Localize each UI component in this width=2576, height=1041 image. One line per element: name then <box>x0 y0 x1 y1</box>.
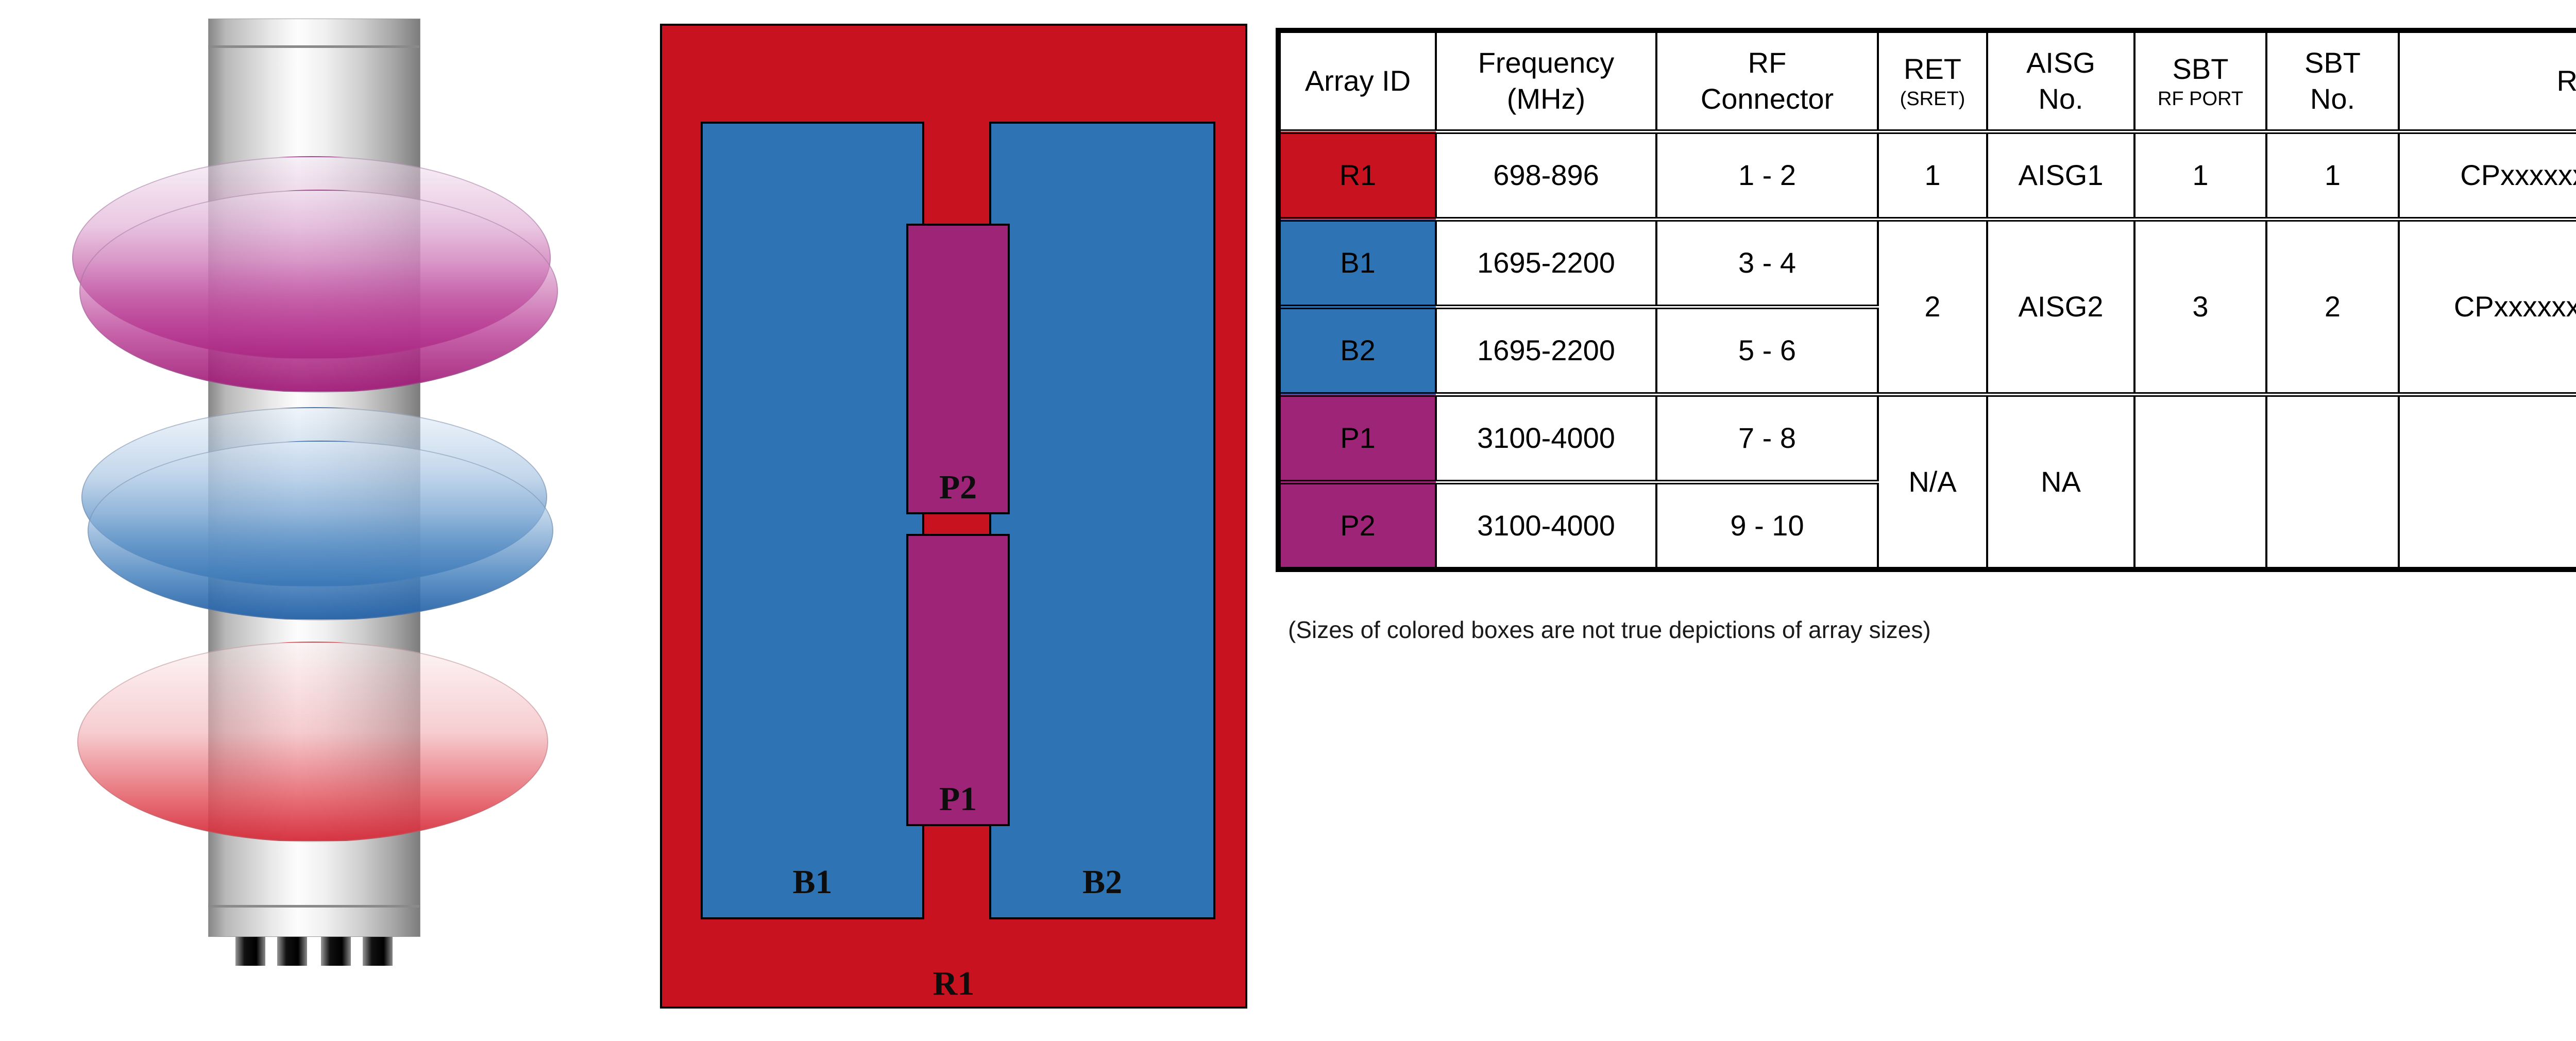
antenna-illustration <box>72 15 558 974</box>
header-ret-uid: RET UID <box>2398 28 2576 134</box>
cell-p-ret: N/A <box>1877 392 1988 572</box>
header-ret-sret: RET (SRET) <box>1877 28 1988 134</box>
array-box-b2-label: B2 <box>1082 863 1123 901</box>
array-box-b2: B2 <box>989 122 1216 919</box>
cell-p-aisg: NA <box>1986 392 2136 572</box>
cell-r1-ret: 1 <box>1877 129 1988 222</box>
cell-b-aisg: AISG2 <box>1986 216 2136 397</box>
cell-p2-frequency: 3100-4000 <box>1435 479 1657 572</box>
cell-r1-aisg: AISG1 <box>1986 129 2136 222</box>
array-layout-diagram: B1 B2 P2 P1 R1 <box>660 24 1247 1009</box>
cell-r1-frequency: 698-896 <box>1435 129 1657 222</box>
caption-note: (Sizes of colored boxes are not true dep… <box>1288 616 1931 643</box>
middle-beam-lower-ellipse <box>88 441 553 620</box>
table-row-p1: P1 3100-4000 7 - 8 N/A NA N/A <box>1277 392 2576 572</box>
array-box-b1-label: B1 <box>792 863 833 901</box>
cell-p2-rf-connector: 9 - 10 <box>1655 479 1879 572</box>
table-row-r1: R1 698-896 1 - 2 1 AISG1 1 1 CPxxxxxxxxx… <box>1277 129 2576 222</box>
table-row-b1: B1 1695-2200 3 - 4 2 AISG2 3 2 CPxxxxxxx… <box>1277 216 2576 397</box>
antenna-connector-foot <box>363 937 393 966</box>
array-box-r1-label: R1 <box>933 965 975 1002</box>
table-row-b2: B2 1695-2200 5 - 6 <box>1277 304 2576 397</box>
header-sbt-no: SBT No. <box>2265 28 2400 134</box>
array-box-p1-label: P1 <box>939 780 977 818</box>
top-beam-lower-ellipse <box>79 190 558 393</box>
cell-p-sbt-no <box>2265 392 2400 572</box>
cell-b-ret-uid: CPxxxxxxxxxxxxxxxxxB1 <box>2398 216 2576 397</box>
header-sbt-rf-port: SBT RF PORT <box>2133 28 2267 134</box>
cell-p-ret-uid: N/A <box>2398 392 2576 572</box>
table-row-p2: P2 3100-4000 9 - 10 <box>1277 479 2576 572</box>
cell-b-sbt-rf-port: 3 <box>2133 216 2267 397</box>
header-row: Array ID Frequency (MHz) RF Connector RET(… <box>1277 28 2576 134</box>
cell-b1-id: B1 <box>1277 216 1437 309</box>
cell-r1-rf-connector: 1 - 2 <box>1655 129 1879 222</box>
array-box-b1: B1 <box>700 122 925 919</box>
cell-p1-frequency: 3100-4000 <box>1435 392 1657 484</box>
antenna-connector-foot <box>235 937 265 966</box>
cell-b-sbt-no: 2 <box>2265 216 2400 397</box>
bottom-beam-ellipse <box>77 642 548 842</box>
cell-r1-sbt-no: 1 <box>2265 129 2400 222</box>
cell-r1-sbt-rf-port: 1 <box>2133 129 2267 222</box>
cell-b2-frequency: 1695-2200 <box>1435 304 1657 397</box>
cell-p1-rf-connector: 7 - 8 <box>1655 392 1879 484</box>
cell-r1-id: R1 <box>1277 129 1437 222</box>
header-rf-connector: RF Connector <box>1655 28 1879 134</box>
cylinder-top-rim <box>208 45 419 48</box>
header-aisg-no: AISG No. <box>1986 28 2136 134</box>
cell-p-sbt-rf-port <box>2133 392 2267 572</box>
antenna-connector-foot <box>277 937 307 966</box>
cell-p1-id: P1 <box>1277 392 1437 484</box>
array-box-p1: P1 <box>906 533 1010 826</box>
spec-table: Array ID Frequency (MHz) RF Connector RET(… <box>1276 28 2576 572</box>
cell-p2-id: P2 <box>1277 479 1437 572</box>
header-array-id: Array ID <box>1277 28 1437 134</box>
array-box-p2: P2 <box>906 224 1010 514</box>
cell-b1-frequency: 1695-2200 <box>1435 216 1657 309</box>
array-spec-table: Array ID Frequency (MHz) RF Connector RET(… <box>1276 28 2576 572</box>
array-box-p2-label: P2 <box>939 468 977 506</box>
cylinder-bottom-rim <box>208 905 419 908</box>
cell-b-ret: 2 <box>1877 216 1988 397</box>
cell-r1-ret-uid: CPxxxxxxxxxxxxxxxxR1 <box>2398 129 2576 222</box>
cell-b2-rf-connector: 5 - 6 <box>1655 304 1879 397</box>
header-frequency: Frequency (MHz) <box>1435 28 1657 134</box>
cell-b2-id: B2 <box>1277 304 1437 397</box>
antenna-connector-foot <box>321 937 351 966</box>
cell-b1-rf-connector: 3 - 4 <box>1655 216 1879 309</box>
